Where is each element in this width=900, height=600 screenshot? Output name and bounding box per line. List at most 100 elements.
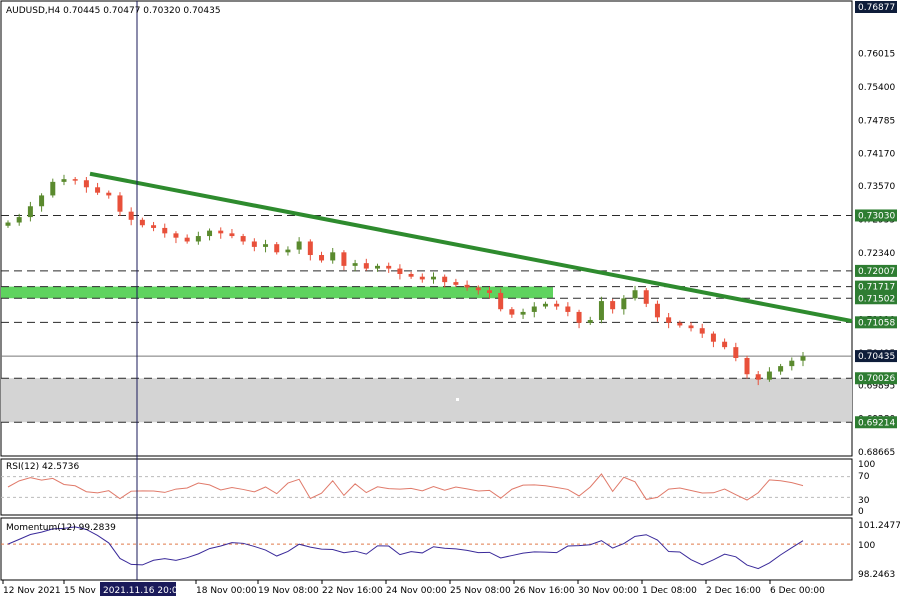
candle-bull <box>800 356 806 361</box>
rsi-tick-100: 100 <box>858 460 875 470</box>
price-tick: 0.68665 <box>858 448 895 458</box>
crosshair-time-box <box>100 582 176 596</box>
momentum-line <box>7 526 804 570</box>
candle-bull <box>5 222 11 226</box>
candle-bull <box>285 249 291 253</box>
price-label-text: 0.73030 <box>858 211 895 221</box>
candle-bull <box>375 265 381 269</box>
price-label-text: 0.72007 <box>858 267 895 277</box>
candle-bull <box>531 306 537 312</box>
price-label-box <box>855 280 897 293</box>
candle-bear <box>128 211 134 220</box>
candle-bear <box>83 180 89 188</box>
candle-bear <box>408 273 414 277</box>
momentum-tick-max: 101.2477 <box>858 521 900 531</box>
candle-bull <box>27 206 33 218</box>
rsi-panel[interactable] <box>0 458 853 516</box>
candle-bear <box>755 374 761 380</box>
candle-bear <box>475 287 481 291</box>
candle-bear <box>710 333 716 342</box>
candle-bull <box>587 320 593 323</box>
candle-bear <box>274 244 280 253</box>
candle-bull <box>598 301 604 321</box>
rsi-tick-30: 30 <box>858 496 870 506</box>
candle-bull <box>207 230 213 237</box>
candle-bear <box>151 225 157 228</box>
price-tick: 0.74170 <box>858 150 895 160</box>
candle-bear <box>722 341 728 348</box>
price-label-box <box>855 209 897 222</box>
price-label-box <box>855 292 897 305</box>
candle-bear <box>106 192 112 196</box>
candle-bull <box>330 252 336 261</box>
candle-bull <box>520 311 526 315</box>
momentum-tick-100: 100 <box>858 541 875 551</box>
candle-bull <box>778 366 784 372</box>
time-label: 22 Nov 16:00 <box>322 586 383 596</box>
candle-bear <box>386 265 392 269</box>
momentum-tick-min: 98.2463 <box>858 570 895 580</box>
candle-bear <box>677 322 683 326</box>
price-label-text: 0.71502 <box>858 294 895 304</box>
candle-bear <box>654 303 660 318</box>
momentum-panel[interactable] <box>0 517 853 581</box>
candle-bull <box>352 263 358 266</box>
candle-bear <box>733 347 739 358</box>
candle-bear <box>688 325 694 329</box>
candle-bear <box>464 284 470 288</box>
candle-bear <box>744 357 750 375</box>
candle-bear <box>453 282 459 285</box>
candle-bear <box>498 292 504 310</box>
candle-bear <box>610 301 616 310</box>
rsi-tick-70: 70 <box>858 472 870 482</box>
rsi-tick-0: 0 <box>858 507 864 517</box>
rsi-line <box>7 473 804 501</box>
candle-bull <box>632 290 638 299</box>
price-label-box <box>855 350 897 363</box>
price-tick: 0.73570 <box>858 182 895 192</box>
candle-bear <box>162 227 168 234</box>
price-label-box <box>855 1 897 13</box>
time-label: 18 Nov 00:00 <box>196 586 257 596</box>
candle-bull <box>766 371 772 380</box>
zone-anchor[interactable] <box>456 398 459 401</box>
candle-bear <box>72 179 78 181</box>
price-label-box <box>855 372 897 385</box>
price-label-text: 0.76877 <box>858 3 895 13</box>
price-label-text: 0.71717 <box>858 283 895 293</box>
candle-bull <box>621 298 627 310</box>
candle-bear <box>565 306 571 312</box>
green-zone[interactable] <box>1 286 553 299</box>
price-label-text: 0.69214 <box>858 418 895 428</box>
candle-bear <box>240 236 246 242</box>
candle-bear <box>419 276 425 280</box>
candle-bull <box>296 241 302 250</box>
price-label-text: 0.70435 <box>858 352 895 362</box>
candle-bear <box>699 328 705 334</box>
time-label: 25 Nov 08:00 <box>450 586 511 596</box>
time-label: 24 Nov 00:00 <box>386 586 447 596</box>
time-label: 2 Dec 16:00 <box>706 586 761 596</box>
candle-bear <box>307 241 313 256</box>
candle-bear <box>117 195 123 212</box>
candle-bear <box>666 317 672 323</box>
candle-bull <box>195 236 201 242</box>
candle-bear <box>229 233 235 237</box>
candle-bull <box>263 244 269 247</box>
candle-bear <box>486 290 492 293</box>
candle-bear <box>218 230 224 234</box>
price-tick: 0.72340 <box>858 249 895 259</box>
symbol-info: AUDUSD,H4 0.70445 0.70477 0.70320 0.7043… <box>6 6 221 16</box>
candle-bull <box>789 360 795 367</box>
trendline[interactable] <box>89 171 853 324</box>
gray-zone[interactable] <box>1 378 852 423</box>
candle-bear <box>576 311 582 323</box>
candle-bear <box>319 255 325 261</box>
time-label: 30 Nov 00:00 <box>578 586 639 596</box>
price-label-text: 0.71058 <box>858 318 895 328</box>
candle-bear <box>442 276 448 283</box>
candle-bear <box>341 252 347 266</box>
time-label: 12 Nov 2021 <box>3 586 61 596</box>
candle-bull <box>61 179 67 182</box>
